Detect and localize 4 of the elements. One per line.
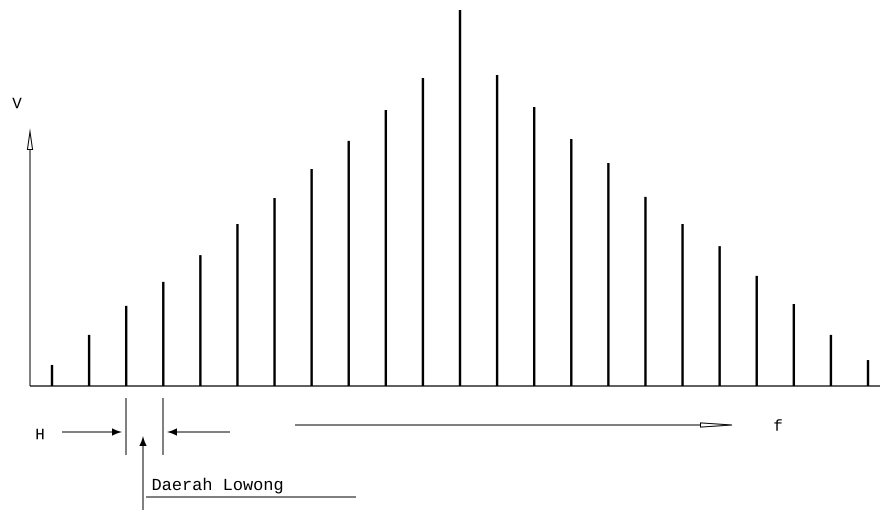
text: H bbox=[36, 428, 44, 440]
text: V bbox=[12, 98, 22, 108]
text: f bbox=[774, 419, 782, 431]
text: Daerah Lowong bbox=[152, 478, 282, 494]
